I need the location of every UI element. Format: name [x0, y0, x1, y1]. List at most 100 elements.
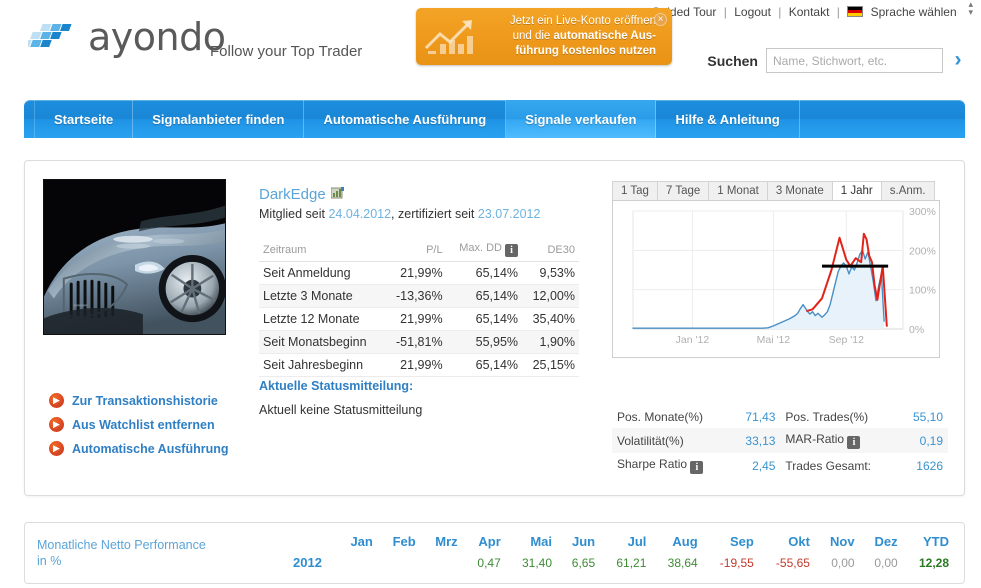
- row-period: Seit Anmeldung: [259, 261, 385, 285]
- month-value-nov: 0,00: [831, 555, 855, 570]
- chart-tab-3-monate[interactable]: 3 Monate: [766, 181, 833, 200]
- german-flag-icon: [847, 6, 864, 17]
- status-message-block: Aktuelle Statusmitteilung: Aktuell keine…: [259, 379, 559, 417]
- nav-item-signale-verkaufen[interactable]: Signale verkaufen: [506, 100, 657, 138]
- link-transaktionshistorie[interactable]: ▶ Zur Transaktionshistorie: [49, 393, 228, 408]
- nav-filler: [800, 100, 965, 138]
- brand-logo[interactable]: ayondo: [28, 18, 226, 56]
- monthly-performance-panel: Monatliche Netto Performance in % Jan Fe…: [24, 522, 965, 584]
- close-icon[interactable]: ×: [654, 13, 667, 26]
- sports-car-photo: [44, 180, 225, 334]
- promo-line-1: Jetzt ein Live-Konto eröffnen: [509, 15, 656, 27]
- link-label: Aus Watchlist entfernen: [72, 417, 215, 432]
- utility-link-logout[interactable]: Logout: [734, 5, 771, 19]
- arrow-bullet-icon: ▶: [49, 417, 64, 432]
- monthly-performance-table: Jan Feb Mrz Apr Mai Jun Jul Aug Sep Okt …: [287, 531, 955, 573]
- year-col-header: [287, 531, 337, 552]
- trader-avatar-image[interactable]: [43, 179, 226, 335]
- metric-label-pos-monate: Pos. Monate(%): [617, 410, 704, 424]
- month-value-okt: -55,65: [775, 555, 810, 570]
- link-label: Automatische Ausführung: [72, 441, 229, 456]
- promo-line-2-bold: automatische Aus-: [553, 30, 656, 42]
- language-selector[interactable]: Sprache wählen: [870, 5, 957, 19]
- metric-label-mar-ratio: MAR-Ratio i: [780, 428, 882, 453]
- month-value-jun: 6,65: [571, 555, 596, 570]
- svg-text:Jan '12: Jan '12: [676, 334, 710, 346]
- month-value-dez: 0,00: [874, 555, 898, 570]
- nav-item-automatische-ausfuehrung[interactable]: Automatische Ausführung: [304, 100, 507, 138]
- row-period: Letzte 12 Monate: [259, 307, 385, 331]
- metric-label-trades-gesamt: Trades Gesamt:: [785, 458, 872, 473]
- nav-label: Hilfe & Anleitung: [675, 111, 780, 127]
- month-value-feb: [379, 552, 422, 573]
- month-header-nov: Nov: [829, 534, 855, 549]
- row-dd: 65,14%: [446, 307, 523, 331]
- month-header-aug: Aug: [672, 534, 698, 549]
- chart-tab-1-monat[interactable]: 1 Monat: [708, 181, 768, 200]
- search-label: Suchen: [707, 52, 758, 69]
- nav-label: Automatische Ausführung: [323, 111, 487, 127]
- member-date: 24.04.2012: [328, 207, 392, 221]
- chart-period-tabs: 1 Tag 7 Tage 1 Monat 3 Monate 1 Jahr s.A…: [612, 181, 935, 200]
- trader-profile-panel: ▶ Zur Transaktionshistorie ▶ Aus Watchli…: [24, 160, 965, 496]
- table-header-row: Zeitraum P/L Max. DD i DE30: [259, 239, 579, 262]
- link-label: Zur Transaktionshistorie: [72, 393, 218, 408]
- promo-line-3-bold: führung kostenlos nutzen: [515, 45, 656, 57]
- col-zeitraum: Zeitraum: [259, 239, 385, 262]
- nav-item-startseite[interactable]: Startseite: [34, 100, 134, 138]
- link-watchlist-entfernen[interactable]: ▶ Aus Watchlist entfernen: [49, 417, 228, 432]
- chart-tab-1-tag[interactable]: 1 Tag: [612, 181, 658, 200]
- nav-label: Startseite: [54, 111, 114, 127]
- cert-prefix: , zertifiziert seit: [391, 207, 478, 221]
- metric-label-text: Sharpe Ratio: [617, 457, 688, 471]
- nav-item-hilfe-anleitung[interactable]: Hilfe & Anleitung: [656, 100, 800, 138]
- action-links: ▶ Zur Transaktionshistorie ▶ Aus Watchli…: [49, 393, 228, 465]
- metrics-row: Volatilität(%) 33,13 MAR-Ratio i 0,19: [612, 428, 948, 453]
- chart-tab-1-jahr[interactable]: 1 Jahr: [831, 181, 882, 200]
- month-value-jul: 61,21: [616, 555, 647, 570]
- row-pl: -51,81%: [384, 330, 447, 354]
- status-title: Aktuelle Statusmitteilung:: [259, 379, 414, 393]
- metric-label-pos-trades: Pos. Trades(%): [785, 410, 869, 424]
- row-bench: 35,40%: [522, 307, 579, 331]
- chart-tab-s-anm[interactable]: s.Anm.: [880, 181, 935, 200]
- month-header-okt: Okt: [788, 534, 810, 549]
- trader-name-link[interactable]: DarkEdge: [259, 186, 326, 203]
- search-submit-chevron-icon[interactable]: ›: [954, 47, 962, 71]
- row-bench: 1,90%: [522, 330, 579, 354]
- month-header-sep: Sep: [729, 534, 754, 549]
- col-maxdd-label: Max. DD: [459, 242, 502, 254]
- table-row: Letzte 12 Monate 21,99% 65,14% 35,40%: [259, 307, 579, 331]
- svg-text:Sep '12: Sep '12: [829, 334, 864, 346]
- row-pl: 21,99%: [384, 353, 447, 377]
- nav-item-signalanbieter-finden[interactable]: Signalanbieter finden: [133, 100, 305, 138]
- performance-chart[interactable]: 0% 100% 200% 300% Jan '12 Mai '12 Sep '12: [612, 200, 940, 358]
- member-prefix: Mitglied seit: [259, 207, 329, 221]
- row-period: Seit Monatsbeginn: [259, 330, 385, 354]
- title-line-2: in %: [37, 554, 62, 568]
- month-header-mai: Mai: [530, 534, 553, 549]
- link-automatische-ausfuehrung[interactable]: ▶ Automatische Ausführung: [49, 441, 228, 456]
- ytd-header: YTD: [923, 534, 949, 549]
- chevron-updown-icon[interactable]: ▴ ▾: [968, 0, 973, 17]
- month-header-jul: Jul: [627, 534, 647, 549]
- svg-text:100%: 100%: [909, 285, 936, 297]
- chart-tab-7-tage[interactable]: 7 Tage: [656, 181, 710, 200]
- search-input[interactable]: [766, 48, 943, 73]
- table-row: Seit Anmeldung 21,99% 65,14% 9,53%: [259, 261, 579, 285]
- utility-link-kontakt[interactable]: Kontakt: [788, 5, 830, 19]
- svg-text:200%: 200%: [909, 245, 936, 257]
- info-icon[interactable]: i: [847, 436, 861, 449]
- membership-line: Mitglied seit 24.04.2012, zertifiziert s…: [259, 207, 540, 221]
- month-header-jun: Jun: [572, 534, 596, 549]
- svg-text:0%: 0%: [909, 324, 924, 336]
- metrics-table: Pos. Monate(%) 71,43 Pos. Trades(%) 55,1…: [612, 406, 948, 478]
- info-icon[interactable]: i: [690, 461, 704, 474]
- month-value-sep: -19,55: [719, 555, 754, 570]
- month-header-apr: Apr: [478, 534, 501, 549]
- title-line-1: Monatliche Netto Performance: [37, 538, 206, 552]
- monthly-performance-title: Monatliche Netto Performance in %: [37, 537, 257, 569]
- info-icon[interactable]: i: [505, 244, 519, 257]
- table-row: Seit Monatsbeginn -51,81% 55,95% 1,90%: [259, 330, 579, 354]
- promo-banner[interactable]: Jetzt ein Live-Konto eröffnen und die au…: [416, 8, 672, 65]
